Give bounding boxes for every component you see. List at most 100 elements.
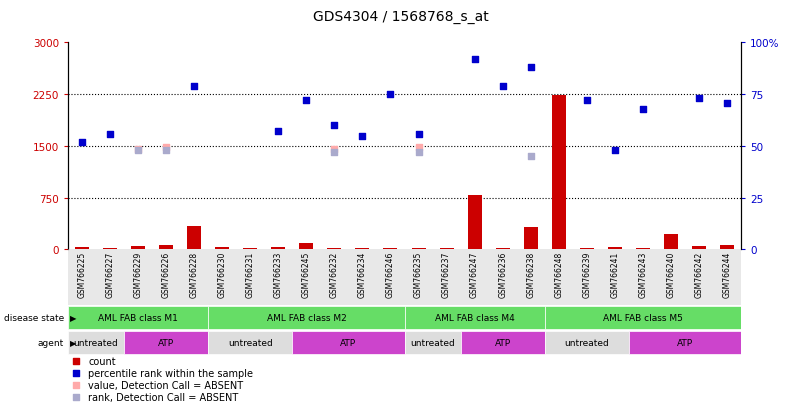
- Point: [356, 133, 369, 140]
- Bar: [292, 250, 320, 306]
- Point: [328, 150, 341, 156]
- Text: untreated: untreated: [74, 338, 119, 347]
- Point: [300, 98, 312, 104]
- Text: GSM766225: GSM766225: [78, 251, 87, 297]
- Bar: [68, 250, 96, 306]
- Bar: [328, 249, 341, 250]
- Bar: [152, 250, 180, 306]
- Bar: [384, 249, 397, 250]
- Bar: [545, 306, 741, 330]
- Point: [580, 98, 593, 104]
- Text: GSM766232: GSM766232: [330, 251, 339, 297]
- Text: GSM766247: GSM766247: [470, 251, 479, 297]
- Text: GSM766228: GSM766228: [190, 251, 199, 297]
- Bar: [580, 249, 594, 250]
- Text: AML FAB class M5: AML FAB class M5: [603, 313, 682, 323]
- Bar: [75, 248, 89, 250]
- Bar: [545, 331, 629, 354]
- Bar: [629, 250, 657, 306]
- Point: [720, 100, 733, 107]
- Point: [187, 83, 200, 90]
- Bar: [208, 331, 292, 354]
- Bar: [440, 249, 453, 250]
- Text: disease state: disease state: [4, 313, 64, 323]
- Text: GSM766245: GSM766245: [302, 251, 311, 297]
- Text: GDS4304 / 1568768_s_at: GDS4304 / 1568768_s_at: [312, 10, 489, 24]
- Bar: [433, 250, 461, 306]
- Text: GSM766240: GSM766240: [666, 251, 675, 297]
- Text: percentile rank within the sample: percentile rank within the sample: [88, 368, 253, 378]
- Text: ATP: ATP: [677, 338, 693, 347]
- Point: [70, 394, 83, 400]
- Bar: [348, 250, 376, 306]
- Point: [413, 150, 425, 156]
- Text: GSM766244: GSM766244: [723, 251, 731, 297]
- Point: [692, 96, 705, 102]
- Bar: [376, 250, 405, 306]
- Text: untreated: untreated: [228, 338, 272, 347]
- Point: [160, 147, 173, 154]
- Point: [525, 65, 537, 71]
- Bar: [629, 331, 741, 354]
- Bar: [96, 250, 124, 306]
- Text: ATP: ATP: [158, 338, 175, 347]
- Bar: [131, 247, 145, 250]
- Text: GSM766230: GSM766230: [218, 251, 227, 297]
- Point: [70, 370, 83, 376]
- Bar: [244, 249, 257, 250]
- Text: untreated: untreated: [565, 338, 609, 347]
- Text: GSM766248: GSM766248: [554, 251, 563, 297]
- Text: GSM766231: GSM766231: [246, 251, 255, 297]
- Point: [328, 147, 341, 153]
- Text: ATP: ATP: [494, 338, 511, 347]
- Bar: [685, 250, 713, 306]
- Point: [328, 123, 341, 129]
- Point: [468, 57, 481, 63]
- Text: GSM766237: GSM766237: [442, 251, 451, 297]
- Bar: [124, 331, 208, 354]
- Bar: [68, 331, 124, 354]
- Bar: [552, 96, 566, 250]
- Text: ATP: ATP: [340, 338, 356, 347]
- Bar: [636, 249, 650, 250]
- Bar: [405, 331, 461, 354]
- Text: GSM766238: GSM766238: [526, 251, 535, 297]
- Bar: [468, 195, 481, 250]
- Bar: [356, 249, 369, 250]
- Point: [497, 83, 509, 90]
- Text: rank, Detection Call = ABSENT: rank, Detection Call = ABSENT: [88, 392, 239, 402]
- Point: [131, 147, 145, 154]
- Text: GSM766229: GSM766229: [134, 251, 143, 297]
- Point: [636, 106, 649, 113]
- Bar: [657, 250, 685, 306]
- Bar: [412, 249, 425, 250]
- Point: [384, 92, 397, 98]
- Text: GSM766243: GSM766243: [638, 251, 647, 297]
- Text: GSM766241: GSM766241: [610, 251, 619, 297]
- Point: [413, 144, 425, 151]
- Text: GSM766227: GSM766227: [106, 251, 115, 297]
- Text: GSM766242: GSM766242: [694, 251, 703, 297]
- Bar: [573, 250, 601, 306]
- Bar: [236, 250, 264, 306]
- Bar: [517, 250, 545, 306]
- Bar: [103, 249, 117, 250]
- Bar: [272, 248, 285, 250]
- Bar: [461, 250, 489, 306]
- Bar: [68, 306, 208, 330]
- Bar: [720, 245, 734, 250]
- Text: GSM766226: GSM766226: [162, 251, 171, 297]
- Bar: [208, 306, 405, 330]
- Text: GSM766235: GSM766235: [414, 251, 423, 297]
- Text: value, Detection Call = ABSENT: value, Detection Call = ABSENT: [88, 380, 244, 390]
- Text: AML FAB class M1: AML FAB class M1: [99, 313, 178, 323]
- Bar: [608, 248, 622, 250]
- Bar: [489, 250, 517, 306]
- Bar: [713, 250, 741, 306]
- Text: AML FAB class M2: AML FAB class M2: [267, 313, 346, 323]
- Text: GSM766236: GSM766236: [498, 251, 507, 297]
- Text: GSM766234: GSM766234: [358, 251, 367, 297]
- Text: untreated: untreated: [410, 338, 455, 347]
- Bar: [264, 250, 292, 306]
- Point: [160, 145, 173, 151]
